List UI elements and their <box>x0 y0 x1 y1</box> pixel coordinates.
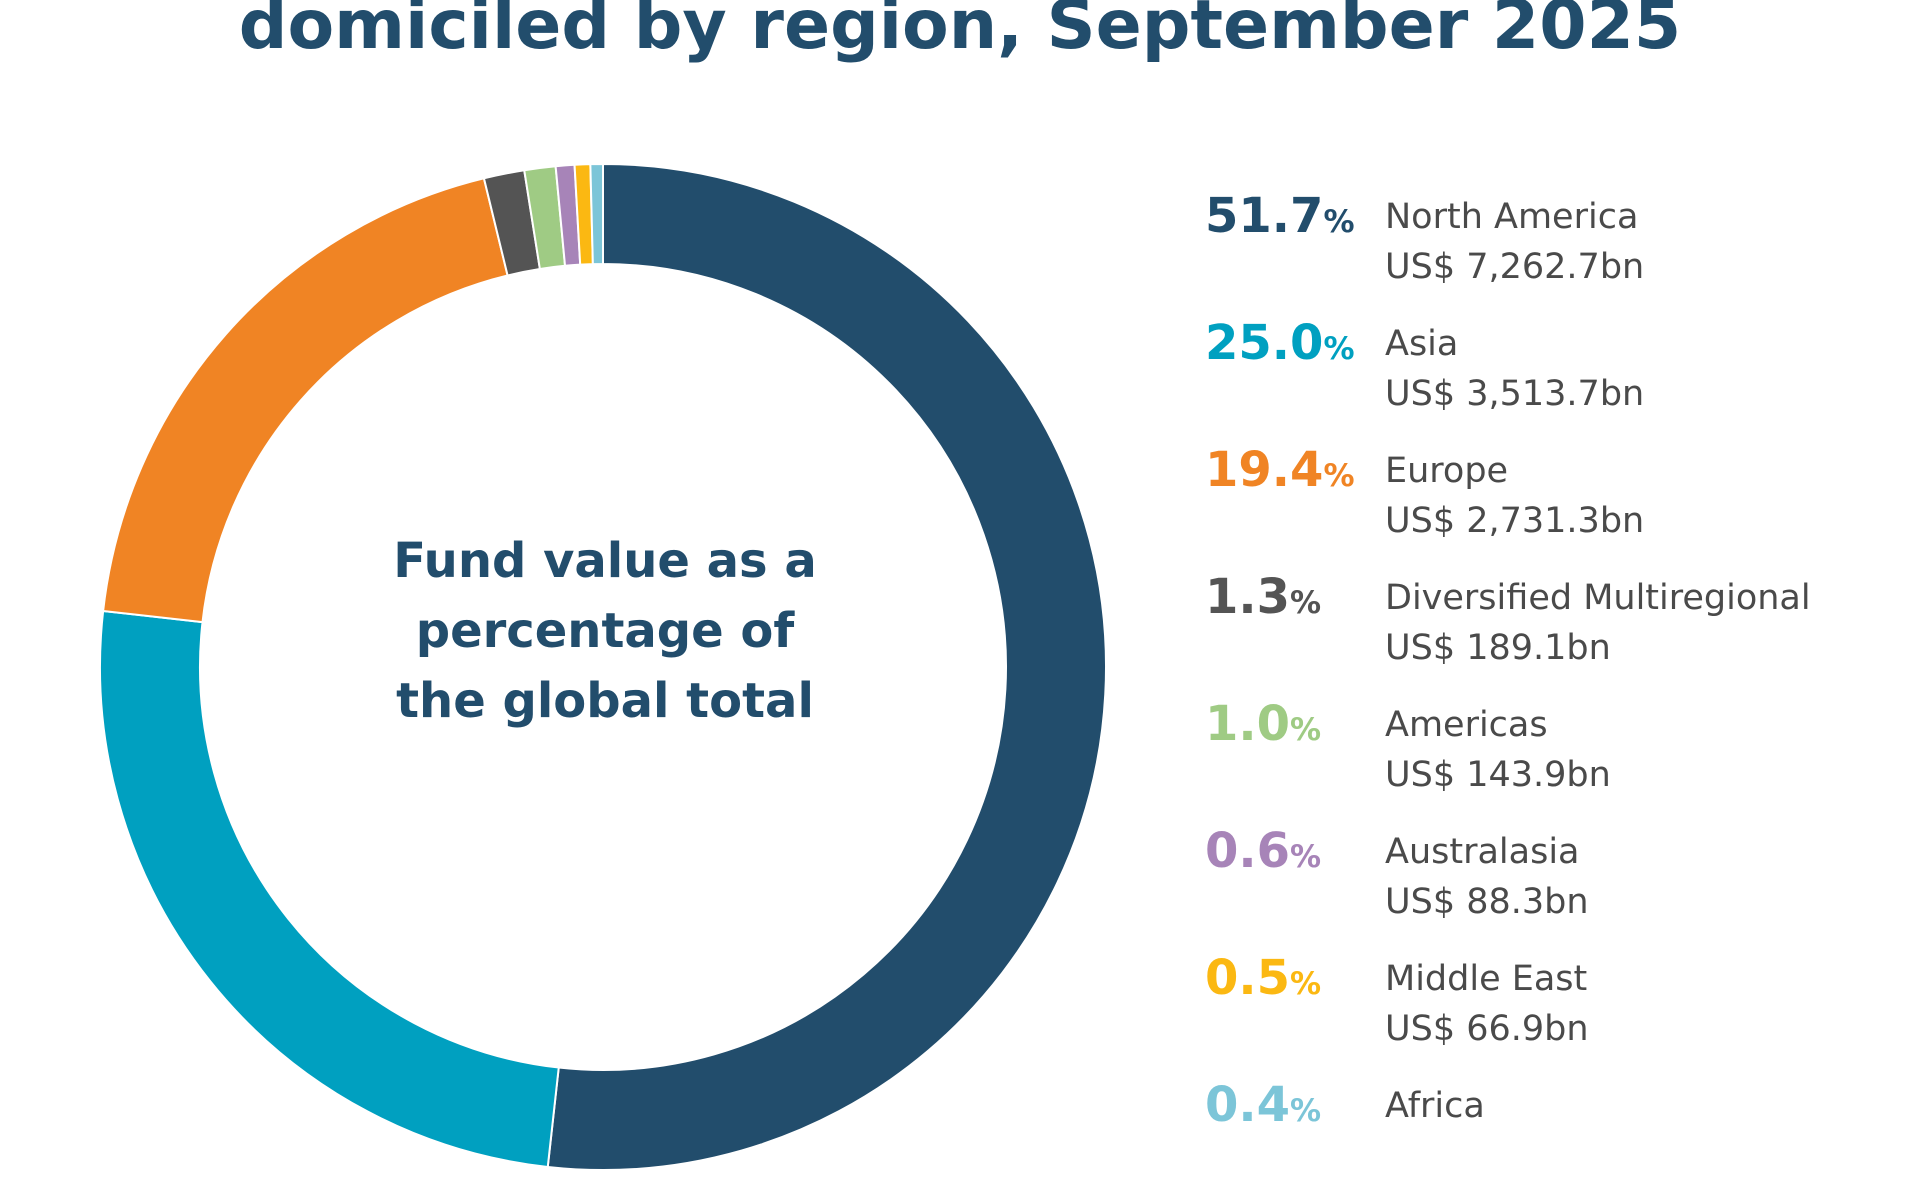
legend-percent: 51.7% <box>1205 188 1355 250</box>
legend-region-name: Asia <box>1385 324 1459 364</box>
legend-percent: 1.3% <box>1205 569 1321 631</box>
legend-region-name: Europe <box>1385 451 1509 491</box>
donut-center-label: Fund value as a percentage of the global… <box>393 533 817 729</box>
legend-item-europe: 19.4% Europe US$ 2,731.3bn <box>1205 442 1915 569</box>
legend-region-value: US$ 189.1bn <box>1385 628 1611 668</box>
legend-region-value: US$ 2,731.3bn <box>1385 501 1645 541</box>
legend-region-value: US$ 143.9bn <box>1385 755 1611 795</box>
legend-percent-value: 0.6 <box>1205 823 1291 879</box>
legend-region-name: North America <box>1385 197 1639 237</box>
legend-percent-value: 0.4 <box>1205 1077 1291 1133</box>
legend-percent-sign: % <box>1323 204 1355 240</box>
legend-percent-value: 19.4 <box>1205 442 1324 498</box>
legend-item-north-america: 51.7% North America US$ 7,262.7bn <box>1205 188 1915 315</box>
legend-percent-sign: % <box>1290 1093 1322 1129</box>
legend-percent-sign: % <box>1323 331 1355 367</box>
legend-percent: 0.4% <box>1205 1077 1321 1139</box>
legend-region-name: Middle East <box>1385 959 1588 999</box>
legend-item-americas: 1.0% Americas US$ 143.9bn <box>1205 696 1915 823</box>
legend-percent-value: 1.3 <box>1205 569 1291 625</box>
legend-percent-sign: % <box>1323 458 1355 494</box>
legend-region-value: US$ 66.9bn <box>1385 1009 1589 1049</box>
legend-item-diversified-multiregional: 1.3% Diversified Multiregional US$ 189.1bn <box>1205 569 1915 696</box>
legend-item-australasia: 0.6% Australasia US$ 88.3bn <box>1205 823 1915 950</box>
legend-percent-value: 1.0 <box>1205 696 1291 752</box>
legend-percent: 19.4% <box>1205 442 1355 504</box>
legend-item-asia: 25.0% Asia US$ 3,513.7bn <box>1205 315 1915 442</box>
legend-percent: 1.0% <box>1205 696 1321 758</box>
legend-region-name: Africa <box>1385 1086 1485 1126</box>
legend-region-value: US$ 3,513.7bn <box>1385 374 1645 414</box>
legend-percent-sign: % <box>1290 712 1322 748</box>
chart-legend: 51.7% North America US$ 7,262.7bn 25.0% Asia… <box>1205 188 1915 1204</box>
donut-slice-africa <box>589 162 604 266</box>
legend-item-africa: 0.4% Africa <box>1205 1077 1915 1204</box>
legend-region-name: Diversified Multiregional <box>1385 578 1811 618</box>
legend-percent-value: 51.7 <box>1205 188 1324 244</box>
legend-region-name: Australasia <box>1385 832 1580 872</box>
legend-percent-sign: % <box>1290 585 1322 621</box>
legend-percent: 0.6% <box>1205 823 1321 885</box>
legend-percent: 0.5% <box>1205 950 1321 1012</box>
chart-title: domiciled by region, September 2025 <box>238 0 1682 65</box>
legend-percent-value: 0.5 <box>1205 950 1291 1006</box>
legend-percent-sign: % <box>1290 966 1322 1002</box>
legend-percent-sign: % <box>1290 839 1322 875</box>
legend-region-name: Americas <box>1385 705 1548 745</box>
legend-percent-value: 25.0 <box>1205 315 1324 371</box>
legend-region-value: US$ 7,262.7bn <box>1385 247 1645 287</box>
legend-region-value: US$ 88.3bn <box>1385 882 1589 922</box>
legend-percent: 25.0% <box>1205 315 1355 377</box>
legend-item-middle-east: 0.5% Middle East US$ 66.9bn <box>1205 950 1915 1077</box>
